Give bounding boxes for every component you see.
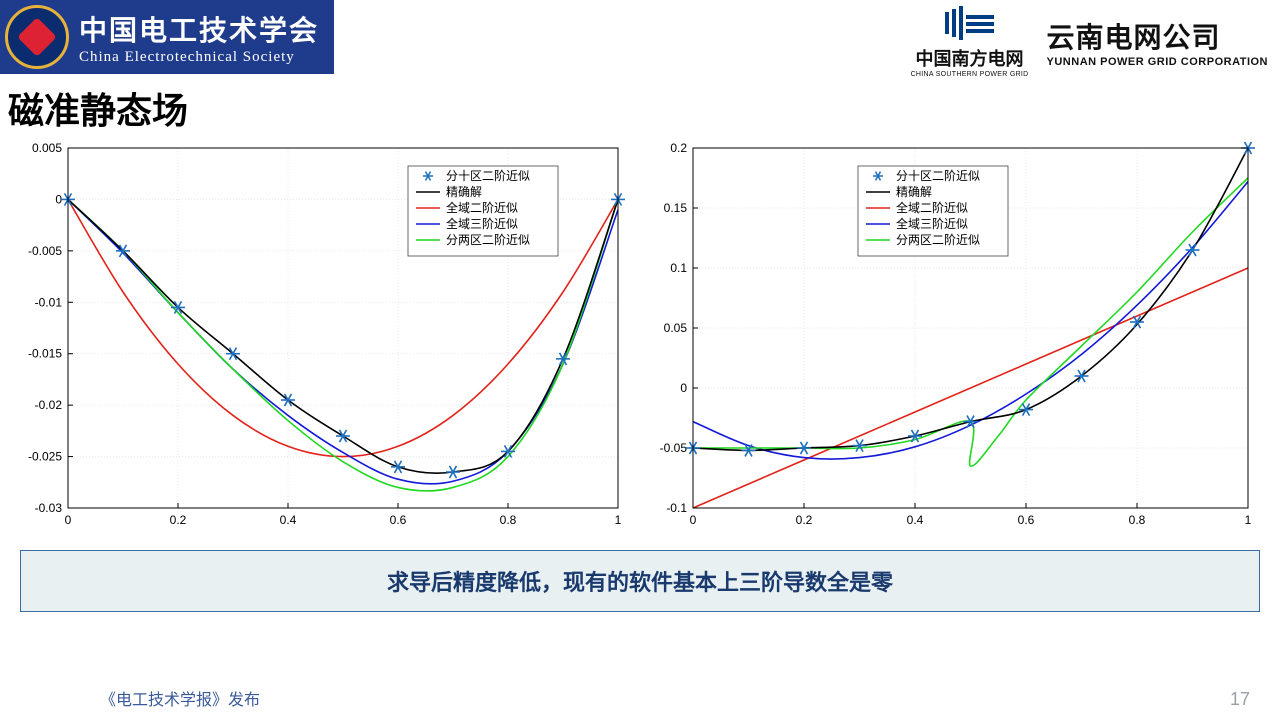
page-title: 磁准静态场 — [0, 78, 1280, 134]
svg-text:分十区二阶近似: 分十区二阶近似 — [446, 169, 530, 183]
svg-text:0: 0 — [65, 513, 72, 527]
svg-text:0.2: 0.2 — [796, 513, 813, 527]
chart-right: 0 0.2 0.4 0.6 0.8 1 -0.1 -0.05 0 0.05 0.1 0.15 0.2 分十… — [638, 138, 1258, 538]
csg-name-cn: 中国南方电网 — [911, 45, 1029, 71]
svg-text:-0.02: -0.02 — [35, 398, 63, 412]
ces-logo: 中国电工技术学会 China Electrotechnical Society — [0, 0, 334, 74]
svg-text:全域三阶近似: 全域三阶近似 — [896, 216, 968, 231]
svg-text:-0.01: -0.01 — [35, 295, 63, 309]
svg-text:分十区二阶近似: 分十区二阶近似 — [896, 169, 980, 183]
svg-text:精确解: 精确解 — [896, 185, 932, 199]
ypg-logo: 云南电网公司 YUNNAN POWER GRID CORPORATION — [1047, 16, 1268, 68]
svg-text:1: 1 — [615, 513, 622, 527]
svg-text:0.05: 0.05 — [664, 321, 688, 335]
ces-name-cn: 中国电工技术学会 — [79, 9, 319, 49]
svg-text:-0.1: -0.1 — [666, 501, 687, 515]
svg-text:0.8: 0.8 — [500, 513, 517, 527]
footer-text: 《电工技术学报》发布 — [100, 686, 260, 710]
ypg-name-cn: 云南电网公司 — [1047, 16, 1268, 56]
svg-text:全域二阶近似: 全域二阶近似 — [446, 200, 518, 215]
svg-text:-0.005: -0.005 — [28, 244, 62, 258]
svg-text:0.15: 0.15 — [664, 201, 688, 215]
svg-text:0.6: 0.6 — [390, 513, 407, 527]
svg-text:0: 0 — [690, 513, 697, 527]
svg-text:0.4: 0.4 — [280, 513, 297, 527]
page-number: 17 — [1230, 689, 1250, 710]
svg-text:0.2: 0.2 — [170, 513, 187, 527]
svg-text:-0.03: -0.03 — [35, 501, 63, 515]
svg-text:-0.015: -0.015 — [28, 347, 62, 361]
svg-text:1: 1 — [1245, 513, 1252, 527]
svg-text:分两区二阶近似: 分两区二阶近似 — [446, 233, 530, 247]
svg-text:精确解: 精确解 — [446, 185, 482, 199]
chart-left: 0 0.2 0.4 0.6 0.8 1 -0.03 -0.025 -0.02 -0.015 -0.0… — [8, 138, 628, 538]
csg-name-en: CHINA SOUTHERN POWER GRID — [911, 71, 1029, 78]
svg-text:分两区二阶近似: 分两区二阶近似 — [896, 233, 980, 247]
svg-text:0.6: 0.6 — [1018, 513, 1035, 527]
svg-text:0.1: 0.1 — [670, 261, 687, 275]
csg-logo: 中国南方电网 CHINA SOUTHERN POWER GRID — [911, 6, 1029, 78]
ypg-name-en: YUNNAN POWER GRID CORPORATION — [1047, 56, 1268, 68]
svg-text:0: 0 — [680, 381, 687, 395]
ces-name-en: China Electrotechnical Society — [79, 49, 319, 66]
caption-box: 求导后精度降低，现有的软件基本上三阶导数全是零 — [20, 550, 1260, 612]
svg-text:0.8: 0.8 — [1129, 513, 1146, 527]
svg-text:全域二阶近似: 全域二阶近似 — [896, 200, 968, 215]
charts-row: 0 0.2 0.4 0.6 0.8 1 -0.03 -0.025 -0.02 -0.015 -0.0… — [0, 134, 1280, 538]
svg-text:0.4: 0.4 — [907, 513, 924, 527]
svg-text:0.2: 0.2 — [670, 141, 687, 155]
caption-text: 求导后精度降低，现有的软件基本上三阶导数全是零 — [21, 565, 1259, 597]
svg-text:全域三阶近似: 全域三阶近似 — [446, 216, 518, 231]
svg-text:-0.05: -0.05 — [660, 441, 688, 455]
svg-text:0.005: 0.005 — [32, 141, 62, 155]
csg-icon — [943, 6, 997, 40]
svg-text:-0.025: -0.025 — [28, 450, 62, 464]
right-logos: 中国南方电网 CHINA SOUTHERN POWER GRID 云南电网公司 … — [911, 0, 1280, 78]
ces-badge-icon — [5, 5, 69, 69]
header: 中国电工技术学会 China Electrotechnical Society … — [0, 0, 1280, 78]
